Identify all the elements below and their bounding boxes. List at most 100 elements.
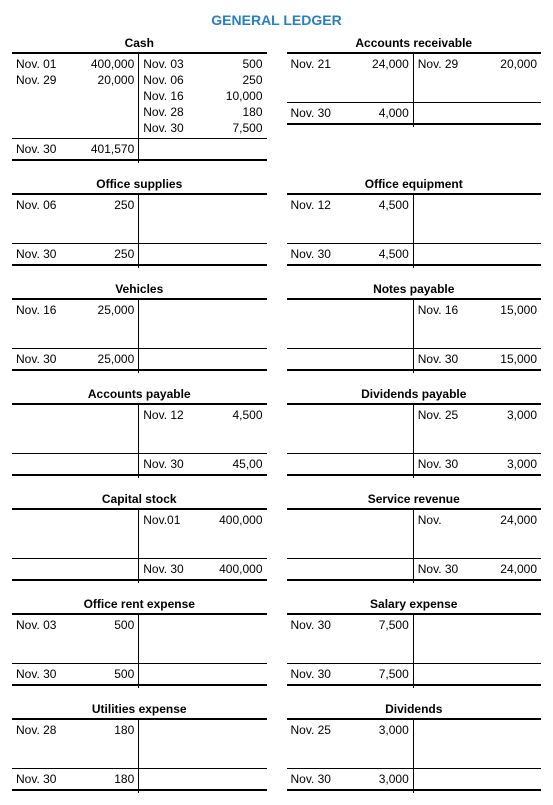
balance-credit-cell: Nov. 303,000	[414, 454, 541, 474]
entry-amount: 20,000	[500, 56, 537, 72]
t-account-frame: Nov. 1615,000Nov. 3015,000	[287, 298, 542, 373]
entry-date: Nov.	[418, 512, 442, 528]
balance-amount: 3,000	[379, 771, 409, 787]
balance-amount: 3,000	[507, 456, 537, 472]
balance-credit-cell: Nov. 3045,00	[139, 454, 266, 474]
entry-row: Nov. 21 24,000	[291, 56, 409, 72]
account-title: Utilities expense	[12, 702, 267, 718]
t-account-underline	[12, 474, 267, 478]
t-account-balance: Nov. 30 250	[12, 243, 267, 264]
entry-date: Nov. 21	[291, 56, 331, 72]
entry-row: Nov. 124,500	[143, 407, 262, 423]
underline-debit	[287, 371, 414, 373]
account-title: Notes payable	[287, 282, 542, 298]
t-account-frame: Nov. 1625,000Nov. 3025,000	[12, 298, 267, 373]
t-account-body: Nov. 253,000	[287, 720, 542, 768]
t-account-frame: Nov. 124,500 Nov. 304,500	[287, 193, 542, 268]
entry-date: Nov. 06	[16, 197, 56, 213]
underline-debit	[287, 791, 414, 793]
balance-date: Nov. 30	[291, 771, 331, 787]
t-account: Accounts payableNov. 124,500Nov. 3045,00	[12, 387, 267, 478]
credit-column: Nov. 253,000	[414, 405, 541, 453]
underline-credit	[139, 791, 266, 793]
underline-credit	[414, 686, 541, 688]
balance-credit-cell	[139, 349, 266, 369]
underline-credit	[139, 161, 266, 163]
credit-column	[139, 195, 266, 243]
t-account-frame: Nov. 124,500 Nov. 3045,00	[12, 403, 267, 478]
balance-amount: 24,000	[500, 561, 537, 577]
balance-debit-cell: Nov. 304,500	[287, 244, 414, 264]
account-title: Office equipment	[287, 177, 542, 193]
entry-row: Nov. 2920,000	[16, 72, 134, 88]
entry-row: Nov.01400,000	[143, 512, 262, 528]
t-account-underline	[287, 369, 542, 373]
t-account-balance: Nov. 30180	[12, 768, 267, 789]
account-title: Capital stock	[12, 492, 267, 508]
entry-row: Nov.24,000	[418, 512, 537, 528]
balance-credit-cell	[414, 664, 541, 684]
account-title: Service revenue	[287, 492, 542, 508]
credit-column: Nov. 124,500	[139, 405, 266, 453]
entry-row: Nov. 124,500	[291, 197, 409, 213]
underline-debit	[12, 581, 139, 583]
entry-row: Nov. 253,000	[291, 722, 409, 738]
balance-debit-cell: Nov. 30401,570	[12, 139, 139, 159]
t-account: Notes payableNov. 1615,000Nov. 3015,000	[287, 282, 542, 373]
credit-column	[414, 720, 541, 768]
entry-date: Nov. 29	[16, 72, 56, 88]
balance-debit-cell	[12, 454, 139, 474]
t-account-balance: Nov. 30401,570	[12, 138, 267, 159]
entry-date: Nov. 16	[418, 302, 458, 318]
entry-date: Nov. 16	[143, 88, 183, 104]
t-account-underline	[12, 579, 267, 583]
balance-debit-cell: Nov. 3025,000	[12, 349, 139, 369]
balance-row: Nov. 304,000	[291, 105, 409, 121]
balance-row: Nov. 3045,00	[143, 456, 262, 472]
t-account-frame: Nov. 01400,000Nov. 2920,000Nov. 03500Nov…	[12, 52, 267, 163]
t-account-underline	[12, 789, 267, 793]
balance-row: Nov. 307,500	[291, 666, 409, 682]
t-account: Office rent expenseNov. 03500Nov. 30500	[12, 597, 267, 688]
balance-row: Nov. 3025,000	[16, 351, 134, 367]
t-account: Salary expenseNov. 307,500Nov. 307,500	[287, 597, 542, 688]
debit-column: Nov. 01400,000Nov. 2920,000	[12, 54, 139, 138]
credit-column: Nov.01400,000	[139, 510, 266, 558]
underline-credit	[139, 581, 266, 583]
credit-column	[414, 615, 541, 663]
entry-amount: 24,000	[372, 56, 409, 72]
t-account-balance: Nov. 3025,000	[12, 348, 267, 369]
entry-amount: 7,500	[232, 120, 262, 136]
underline-debit	[12, 476, 139, 478]
entry-row: Nov. 03500	[16, 617, 134, 633]
t-account-body: Nov. 28180	[12, 720, 267, 768]
balance-amount: 500	[114, 666, 134, 682]
t-account-balance: Nov. 30 3,000	[287, 768, 542, 789]
account-title: Vehicles	[12, 282, 267, 298]
entry-amount: 400,000	[219, 512, 262, 528]
balance-date: Nov. 30	[143, 456, 183, 472]
t-account-underline	[287, 684, 542, 688]
underline-credit	[139, 371, 266, 373]
balance-credit-cell: Nov. 3015,000	[414, 349, 541, 369]
t-account: VehiclesNov. 1625,000Nov. 3025,000	[12, 282, 267, 373]
underline-debit	[287, 476, 414, 478]
debit-column: Nov. 253,000	[287, 720, 414, 768]
entry-date: Nov. 03	[16, 617, 56, 633]
underline-debit	[12, 686, 139, 688]
balance-date: Nov. 30	[143, 561, 183, 577]
t-account: Office suppliesNov. 06250Nov. 30250	[12, 177, 267, 268]
entry-amount: 400,000	[91, 56, 134, 72]
debit-column	[12, 510, 139, 558]
account-title: Dividends	[287, 702, 542, 718]
credit-column	[139, 300, 266, 348]
entry-row: Nov. 2920,000	[418, 56, 537, 72]
balance-amount: 250	[114, 246, 134, 262]
balance-date: Nov. 30	[16, 771, 56, 787]
entry-date: Nov. 06	[143, 72, 183, 88]
t-account-body: Nov. 21 24,000 Nov. 2920,000	[287, 54, 542, 102]
entry-amount: 7,500	[379, 617, 409, 633]
underline-credit	[414, 791, 541, 793]
balance-date: Nov. 30	[16, 246, 56, 262]
t-account: Dividends Nov. 253,000 Nov. 30 3,000	[287, 702, 542, 793]
